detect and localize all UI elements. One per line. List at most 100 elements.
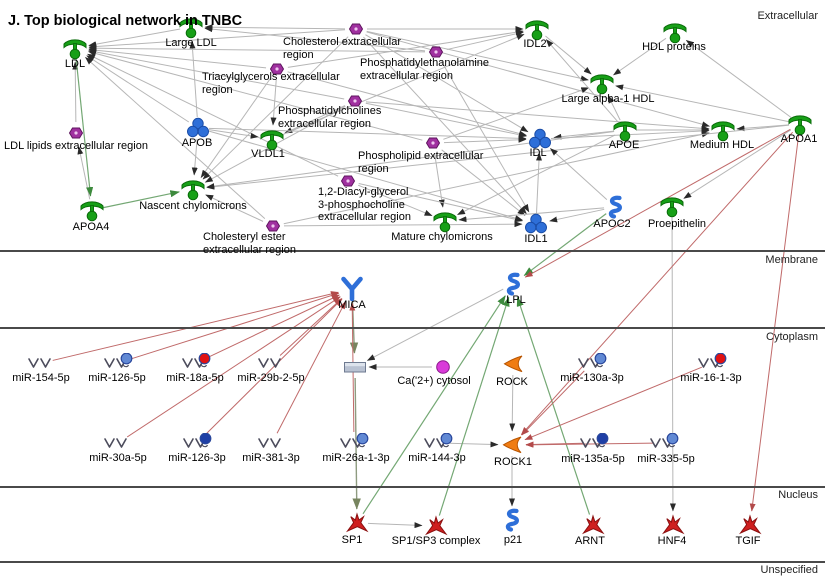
kinase-icon[interactable]	[501, 352, 525, 376]
edge-apoa1-rock1	[520, 131, 794, 435]
mirna-icon[interactable]	[578, 432, 610, 453]
compartment-label-extracellular: Extracellular	[757, 10, 818, 22]
metabolite-icon[interactable]	[347, 95, 363, 108]
edge-large_ldl-ldl	[88, 28, 181, 48]
edge-apoc2-lpl	[523, 213, 607, 277]
lipoprotein-icon[interactable]	[524, 17, 550, 42]
edge-apob-vldl1	[208, 129, 259, 139]
node-label-lpl: LPL	[506, 294, 526, 307]
tf-icon[interactable]	[581, 514, 605, 536]
node-label-mica: MICA	[338, 299, 366, 312]
node-label-arnt: ARNT	[575, 535, 605, 548]
mirna-icon[interactable]	[696, 352, 728, 373]
node-label-line: miR-126-5p	[88, 372, 146, 384]
tf-icon[interactable]	[345, 512, 369, 534]
protein-icon[interactable]	[504, 272, 522, 296]
lipoprotein-icon[interactable]	[662, 20, 688, 45]
node-label-dag: 1,2-Diacyl-glycerol 3-phosphocholine extra…	[318, 186, 411, 224]
protein-icon[interactable]	[503, 508, 521, 532]
box-icon[interactable]	[343, 360, 367, 374]
lipoprotein-icon[interactable]	[180, 177, 206, 202]
compartment-line-cytoplasm	[0, 327, 825, 329]
mirna-icon[interactable]	[102, 352, 134, 373]
mirna-icon[interactable]	[102, 433, 134, 453]
node-label-ldl_lipids: LDL lipids extracellular region	[4, 140, 148, 153]
lipoprotein-icon[interactable]	[787, 112, 813, 137]
complex3-icon[interactable]	[524, 213, 549, 236]
node-label-mir16: miR-16-1-3p	[680, 372, 741, 385]
lipoprotein-icon[interactable]	[62, 36, 88, 61]
node-label-line: extracellular region	[360, 69, 453, 82]
node-label-idl2: IDL2	[523, 38, 546, 51]
mirna-icon[interactable]	[26, 353, 58, 373]
figure-title: J. Top biological network in TNBC	[8, 12, 243, 29]
mirna-icon[interactable]	[256, 433, 288, 453]
node-label-ce: Cholesteryl ester extracellular region	[203, 231, 296, 256]
node-label-vldl1: VLDL1	[251, 148, 285, 161]
mirna-icon[interactable]	[576, 352, 608, 373]
complex3-icon[interactable]	[186, 117, 211, 140]
lipoprotein-icon[interactable]	[259, 127, 285, 152]
metabolite-icon[interactable]	[340, 175, 356, 188]
node-label-apob: APOB	[182, 137, 213, 150]
node-label-p21: p21	[504, 534, 522, 547]
node-label-mir154: miR-154-5p	[12, 372, 69, 385]
protein-icon[interactable]	[606, 195, 624, 219]
lipoprotein-icon[interactable]	[612, 118, 638, 143]
node-label-mir30a: miR-30a-5p	[89, 452, 146, 465]
compartment-line-unspecified	[0, 561, 825, 563]
complex3-icon[interactable]	[528, 128, 553, 151]
lipoprotein-icon[interactable]	[710, 118, 736, 143]
node-label-line: LPL	[506, 294, 526, 306]
tf-icon[interactable]	[738, 514, 762, 536]
mirna-icon[interactable]	[648, 432, 680, 453]
node-label-chol: Cholesterol extracellular region	[283, 36, 401, 61]
node-label-line: Phosphatidylcholines	[278, 105, 382, 117]
edge-chol-alpha1_hdl	[366, 30, 589, 82]
lipoprotein-icon[interactable]	[659, 194, 685, 219]
mirna-icon[interactable]	[180, 352, 212, 373]
edge-pe-ldl	[88, 45, 426, 53]
mirna-icon[interactable]	[181, 432, 213, 453]
tf-icon[interactable]	[424, 515, 448, 537]
edge-triacyl-idl	[287, 71, 527, 137]
ion-icon[interactable]	[436, 360, 451, 375]
node-label-line: HNF4	[657, 535, 687, 547]
lipoprotein-icon[interactable]	[178, 15, 204, 40]
node-label-line: APOC2	[593, 218, 631, 230]
mirna-icon[interactable]	[422, 432, 454, 453]
kinase-icon[interactable]	[500, 433, 524, 457]
node-label-idl: IDL	[529, 147, 546, 160]
edge-chol-med_hdl	[366, 31, 710, 128]
node-label-line: LDL lipids extracellular region	[4, 140, 148, 152]
edge-idl1-idl	[535, 152, 542, 214]
edge-apoe-idl	[553, 130, 615, 140]
node-label-line: Proepithelin	[647, 218, 707, 230]
mirna-icon[interactable]	[256, 353, 288, 373]
metabolite-icon[interactable]	[428, 46, 444, 59]
metabolite-icon[interactable]	[425, 137, 441, 150]
metabolite-icon[interactable]	[269, 63, 285, 76]
edge-apoa1-tgif	[749, 134, 800, 512]
compartment-label-nucleus: Nucleus	[778, 489, 818, 501]
lipoprotein-icon[interactable]	[79, 198, 105, 223]
edge-pc-ldl	[88, 49, 345, 100]
lipoprotein-icon[interactable]	[432, 209, 458, 234]
edge-mir126_5p-mica	[128, 292, 340, 361]
node-label-line: miR-30a-5p	[89, 452, 147, 464]
node-label-line: Triacylglycerols extracellular	[202, 71, 340, 83]
metabolite-icon[interactable]	[348, 23, 364, 36]
mirna-icon[interactable]	[338, 432, 370, 453]
edge-triacyl-vldl1	[270, 79, 277, 126]
edge-apoe-alpha1_hdl	[607, 95, 621, 121]
tf-icon[interactable]	[661, 514, 685, 536]
receptor-icon[interactable]	[340, 276, 365, 302]
lipoprotein-icon[interactable]	[589, 71, 615, 96]
node-label-line: extracellular region	[278, 117, 371, 130]
metabolite-icon[interactable]	[68, 127, 84, 140]
edge-pc-vldl1	[284, 105, 346, 134]
edge-sp1sp3-lpl	[438, 296, 510, 516]
edge-apob-nascent	[191, 138, 198, 176]
edge-pe-idl2	[446, 30, 524, 51]
metabolite-icon[interactable]	[265, 220, 281, 233]
